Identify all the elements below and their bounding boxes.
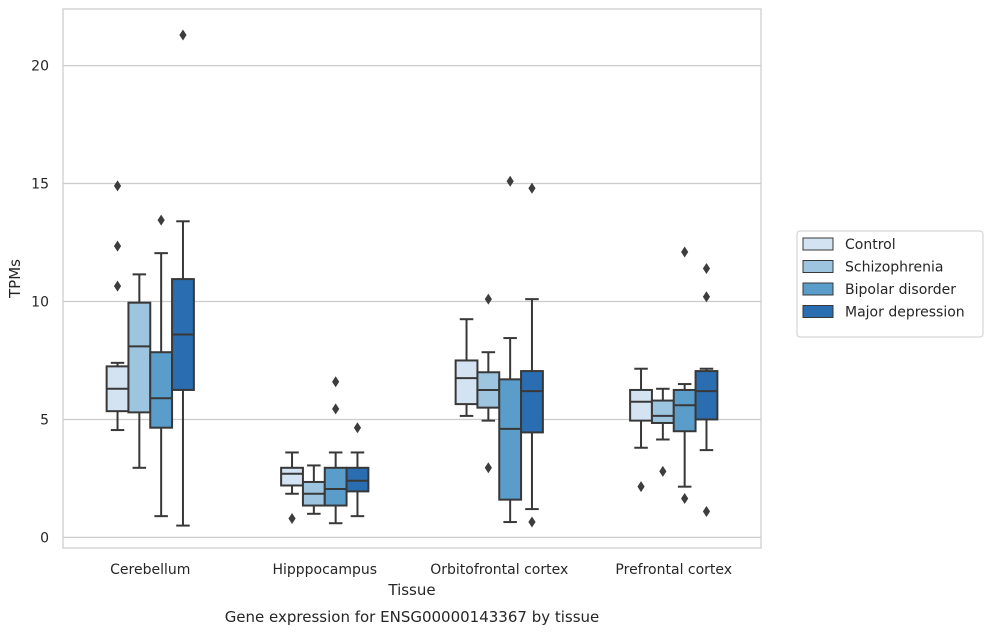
x-tick-label-3: Prefrontal cortex xyxy=(615,562,732,578)
box-0-3 xyxy=(171,29,195,527)
outlier-point xyxy=(702,505,711,517)
outlier-point xyxy=(484,462,492,474)
box-rect xyxy=(149,351,174,429)
x-tick-label-0: Cerebellum xyxy=(110,562,190,578)
box-rect xyxy=(280,466,304,487)
box-3-1 xyxy=(650,387,675,477)
box-rect xyxy=(323,466,348,507)
outlier-point xyxy=(157,214,165,226)
plot-frame xyxy=(62,8,762,549)
outlier-point xyxy=(332,376,340,388)
y-tick-label-0: 0 xyxy=(40,530,49,546)
box-rect xyxy=(694,370,719,421)
outlier-point xyxy=(702,291,711,303)
legend-swatch-2 xyxy=(802,282,834,296)
box-rect xyxy=(650,399,675,424)
outlier-point xyxy=(702,262,711,274)
legend-label-1: Schizophrenia xyxy=(845,260,943,276)
outlier-point xyxy=(681,246,689,258)
legend-label-2: Bipolar disorder xyxy=(845,282,956,298)
outlier-point xyxy=(179,29,187,41)
box-0-0 xyxy=(105,180,130,432)
outlier-point xyxy=(113,280,122,292)
legend-swatch-1 xyxy=(802,260,834,273)
box-rect xyxy=(498,378,523,501)
legend-swatch-0 xyxy=(802,237,834,251)
box-2-2 xyxy=(498,175,523,524)
x-axis-label: Tissue xyxy=(387,581,435,599)
x-tick-labels: Cerebellum Hipppocampus Orbitofrontal cort… xyxy=(110,562,732,578)
box-3-0 xyxy=(629,367,653,493)
x-tick-label-2: Orbitofrontal cortex xyxy=(430,562,568,578)
outlier-point xyxy=(506,175,514,187)
y-tick-label-5: 5 xyxy=(40,412,49,428)
box-rect xyxy=(454,359,479,406)
y-tick-label-10: 10 xyxy=(31,294,49,310)
box-rect xyxy=(629,388,653,422)
legend-label-3: Major depression xyxy=(845,305,965,321)
box-2-1 xyxy=(476,293,501,474)
outlier-point xyxy=(484,293,492,305)
gridlines xyxy=(63,64,761,539)
outlier-point xyxy=(288,513,296,525)
box-1-2 xyxy=(323,376,348,525)
box-2-3 xyxy=(520,182,544,528)
box-rect xyxy=(127,301,152,414)
outlier-point xyxy=(332,403,340,415)
figure-caption: Gene expression for ENSG00000143367 by t… xyxy=(225,608,600,626)
outlier-point xyxy=(659,465,667,477)
box-2-0 xyxy=(454,318,479,417)
y-tick-labels: 0 5 10 15 20 xyxy=(31,59,49,547)
box-rect xyxy=(672,388,697,433)
y-axis-label: TPMs xyxy=(6,259,24,299)
box-0-2 xyxy=(149,214,174,518)
box-rect xyxy=(520,370,544,434)
boxes xyxy=(105,29,719,528)
outlier-point xyxy=(637,481,645,493)
outlier-point xyxy=(681,492,689,504)
box-rect xyxy=(345,466,370,493)
outlier-point xyxy=(353,422,362,434)
box-0-1 xyxy=(127,273,152,469)
box-3-3 xyxy=(694,262,719,517)
box-1-3 xyxy=(345,422,370,518)
outlier-point xyxy=(113,180,122,192)
legend-swatch-3 xyxy=(802,305,834,318)
legend: Control Schizophrenia Bipolar disorder Majo… xyxy=(796,230,984,338)
box-3-2 xyxy=(672,246,697,504)
outlier-point xyxy=(113,240,122,252)
x-tick-label-1: Hipppocampus xyxy=(272,562,377,578)
y-tick-label-20: 20 xyxy=(31,59,49,75)
legend-frame xyxy=(796,230,984,338)
outlier-point xyxy=(528,516,536,528)
box-1-0 xyxy=(280,451,304,525)
outlier-point xyxy=(528,182,536,194)
legend-label-0: Control xyxy=(845,237,896,253)
box-1-1 xyxy=(301,464,326,515)
y-tick-label-15: 15 xyxy=(31,177,49,193)
